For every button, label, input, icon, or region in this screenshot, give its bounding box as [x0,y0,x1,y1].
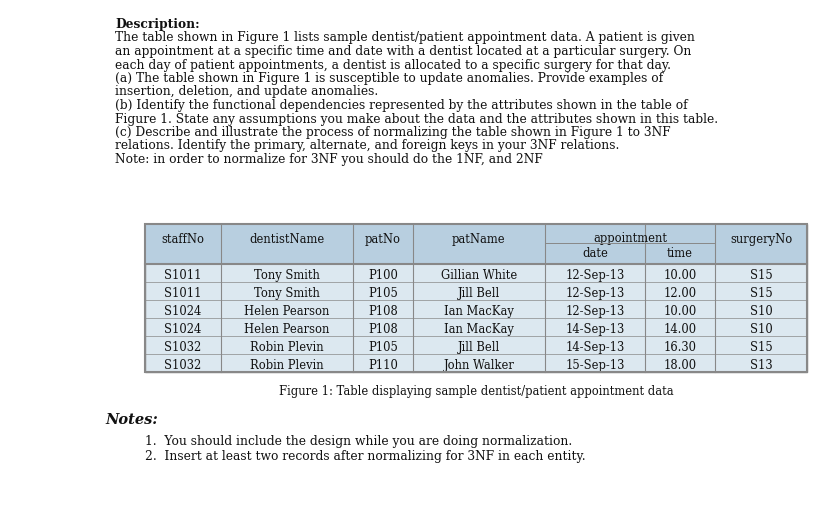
Text: 14-Sep-13: 14-Sep-13 [565,341,624,353]
Text: John Walker: John Walker [443,358,514,371]
Text: S15: S15 [749,287,772,299]
Text: 14-Sep-13: 14-Sep-13 [565,322,624,335]
Text: Robin Plevin: Robin Plevin [250,358,323,371]
Text: 18.00: 18.00 [662,358,696,371]
Text: S1024: S1024 [164,322,201,335]
Text: Ian MacKay: Ian MacKay [443,322,514,335]
Text: S10: S10 [749,304,772,318]
Text: each day of patient appointments, a dentist is allocated to a specific surgery f: each day of patient appointments, a dent… [115,59,670,71]
Text: Helen Pearson: Helen Pearson [244,322,329,335]
Text: Tony Smith: Tony Smith [254,268,319,281]
Bar [145,224,806,265]
Text: Figure 1: Table displaying sample dentist/patient appointment data: Figure 1: Table displaying sample dentis… [279,384,672,397]
Text: 10.00: 10.00 [662,304,696,318]
Text: insertion, deletion, and update anomalies.: insertion, deletion, and update anomalie… [115,86,378,98]
Text: Jill Bell: Jill Bell [457,287,500,299]
Text: P100: P100 [367,268,397,281]
Text: staffNo: staffNo [161,233,204,245]
Text: Description:: Description: [115,18,199,31]
Text: patName: patName [452,233,505,245]
Text: 15-Sep-13: 15-Sep-13 [565,358,624,371]
Text: 1.  You should include the design while you are doing normalization.: 1. You should include the design while y… [145,434,571,447]
Text: Note: in order to normalize for 3NF you should do the 1NF, and 2NF: Note: in order to normalize for 3NF you … [115,153,542,165]
Text: The table shown in Figure 1 lists sample dentist/patient appointment data. A pat: The table shown in Figure 1 lists sample… [115,32,694,44]
Text: surgeryNo: surgeryNo [729,233,791,245]
Text: S15: S15 [749,341,772,353]
Text: Jill Bell: Jill Bell [457,341,500,353]
Text: 10.00: 10.00 [662,268,696,281]
Text: 12.00: 12.00 [662,287,696,299]
Text: patNo: patNo [365,233,400,245]
Text: P108: P108 [367,304,397,318]
Text: (a) The table shown in Figure 1 is susceptible to update anomalies. Provide exam: (a) The table shown in Figure 1 is susce… [115,72,662,85]
Text: S10: S10 [749,322,772,335]
Text: S1011: S1011 [164,268,202,281]
Text: P105: P105 [367,287,397,299]
Text: P110: P110 [367,358,397,371]
Text: dentistName: dentistName [249,233,324,245]
Text: time: time [667,246,692,260]
Text: Notes:: Notes: [105,412,158,426]
Text: Tony Smith: Tony Smith [254,287,319,299]
Text: 12-Sep-13: 12-Sep-13 [565,268,624,281]
Bar [145,224,806,372]
Text: relations. Identify the primary, alternate, and foreign keys in your 3NF relatio: relations. Identify the primary, alterna… [115,139,619,152]
Text: P108: P108 [367,322,397,335]
Text: 16.30: 16.30 [662,341,696,353]
Text: S1011: S1011 [164,287,202,299]
Text: 14.00: 14.00 [662,322,696,335]
Text: 2.  Insert at least two records after normalizing for 3NF in each entity.: 2. Insert at least two records after nor… [145,449,585,462]
Text: S13: S13 [749,358,772,371]
Text: S15: S15 [749,268,772,281]
Text: Helen Pearson: Helen Pearson [244,304,329,318]
Text: P105: P105 [367,341,397,353]
Text: 12-Sep-13: 12-Sep-13 [565,304,624,318]
Bar [145,224,806,372]
Text: S1032: S1032 [164,341,201,353]
Text: an appointment at a specific time and date with a dentist located at a particula: an appointment at a specific time and da… [115,45,691,58]
Text: 12-Sep-13: 12-Sep-13 [565,287,624,299]
Text: appointment: appointment [592,232,667,244]
Text: S1024: S1024 [164,304,201,318]
Text: Gillian White: Gillian White [440,268,516,281]
Text: S1032: S1032 [164,358,201,371]
Text: (b) Identify the functional dependencies represented by the attributes shown in : (b) Identify the functional dependencies… [115,99,686,112]
Text: Figure 1. State any assumptions you make about the data and the attributes shown: Figure 1. State any assumptions you make… [115,112,717,125]
Text: Robin Plevin: Robin Plevin [250,341,323,353]
Text: Ian MacKay: Ian MacKay [443,304,514,318]
Text: date: date [581,246,607,260]
Text: (c) Describe and illustrate the process of normalizing the table shown in Figure: (c) Describe and illustrate the process … [115,126,670,139]
